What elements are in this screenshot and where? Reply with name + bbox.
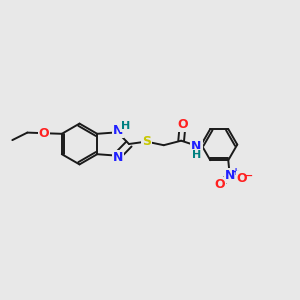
Text: H: H	[121, 121, 130, 131]
Text: O: O	[38, 127, 49, 140]
Text: N: N	[191, 140, 202, 154]
Text: S: S	[142, 135, 151, 148]
Text: −: −	[244, 171, 254, 181]
Text: +: +	[232, 167, 240, 177]
Text: H: H	[192, 149, 201, 160]
Text: N: N	[225, 169, 235, 182]
Text: O: O	[215, 178, 226, 191]
Text: N: N	[112, 151, 123, 164]
Text: O: O	[237, 172, 248, 185]
Text: O: O	[177, 118, 188, 131]
Text: N: N	[112, 124, 123, 137]
